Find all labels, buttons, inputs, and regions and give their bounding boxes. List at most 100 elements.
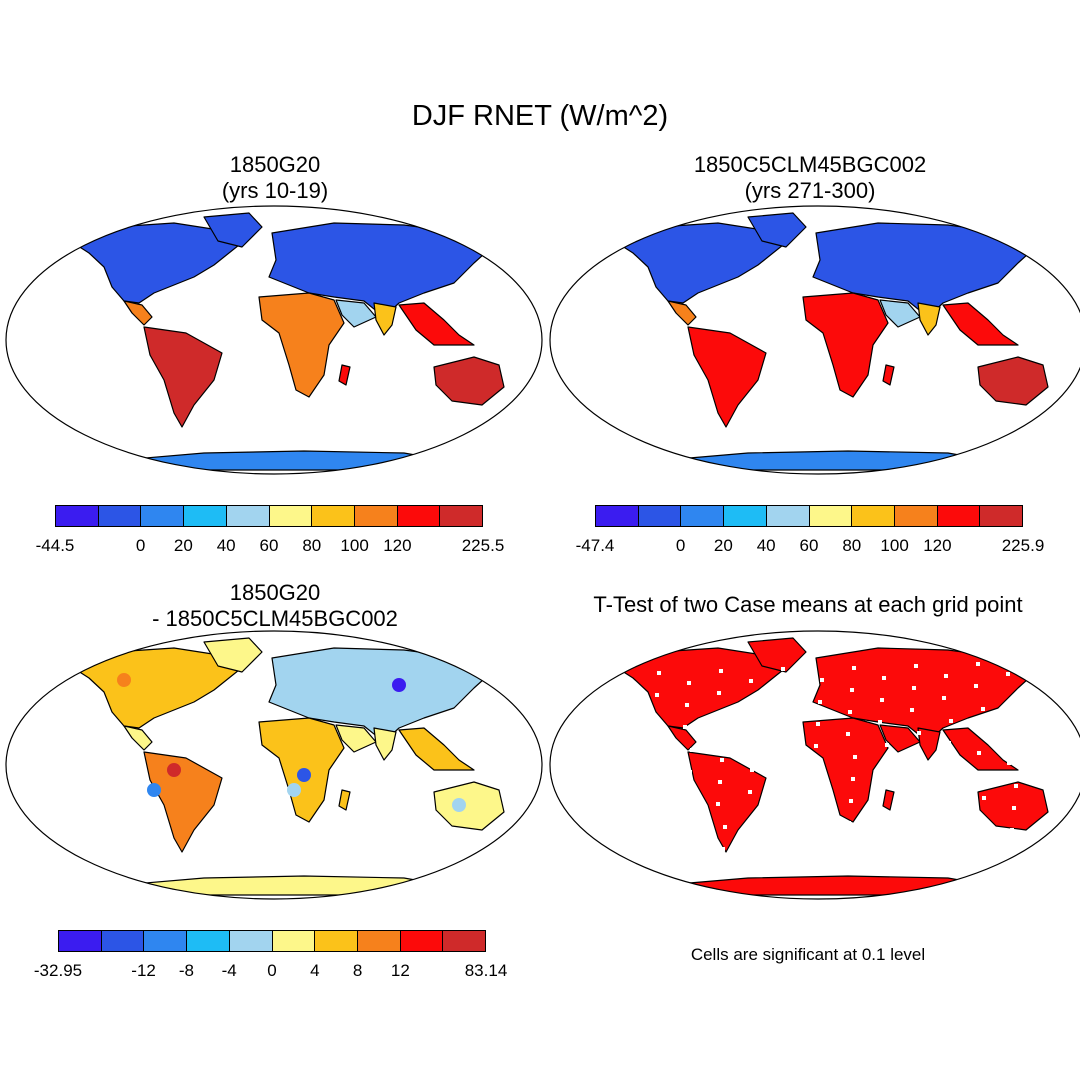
insignificant-cell xyxy=(975,773,979,777)
insignificant-cell xyxy=(721,847,725,851)
insignificant-cell xyxy=(719,669,723,673)
insignificant-cell xyxy=(653,715,657,719)
colorbar2-label-1: -47.4 xyxy=(575,536,615,555)
colorbar1-swatch-10 xyxy=(440,506,483,526)
insignificant-cell xyxy=(652,826,656,830)
colorbar2-label-6: 80 xyxy=(842,536,862,555)
madagascar-2 xyxy=(882,364,895,386)
colorbar-panel-1 xyxy=(55,505,483,527)
colorbar1-swatch-6 xyxy=(269,506,313,526)
insignificant-cell xyxy=(819,789,823,793)
colorbar2-swatch-1 xyxy=(596,506,639,526)
colorbar1-swatch-7 xyxy=(312,506,355,526)
insignificant-cell xyxy=(848,710,852,714)
map-panel-2 xyxy=(549,205,1080,475)
insignificant-cell xyxy=(658,760,662,764)
anomaly-patch xyxy=(392,678,406,692)
insignificant-cell xyxy=(852,666,856,670)
land-group-4 xyxy=(607,637,1049,896)
colorbar1-swatch-3 xyxy=(141,506,185,526)
insignificant-cell xyxy=(656,782,660,786)
colorbar1-label-2: 0 xyxy=(135,536,146,555)
colorbar1-swatch-5 xyxy=(226,506,270,526)
colorbar2-swatch-8 xyxy=(894,506,938,526)
africa-2 xyxy=(802,292,889,398)
insignificant-cell xyxy=(724,714,728,718)
insignificant-cell xyxy=(812,766,816,770)
insignificant-cell xyxy=(750,768,754,772)
insignificant-cell xyxy=(716,802,720,806)
colorbar-labels-panel-3: -32.95 -12 -8 -4 0 4 8 12 83.14 xyxy=(34,961,507,981)
arabia-4 xyxy=(879,724,921,753)
insignificant-cell xyxy=(813,855,817,859)
insignificant-cell xyxy=(657,671,661,675)
arabia-1 xyxy=(335,299,377,328)
anomaly-patch xyxy=(297,768,311,782)
insignificant-cell xyxy=(1010,828,1014,832)
insignificant-cell xyxy=(717,691,721,695)
map-border-3 xyxy=(5,630,543,900)
southeast-asia-2 xyxy=(942,302,1019,346)
insignificant-cell xyxy=(755,813,759,817)
insignificant-cell xyxy=(686,792,690,796)
colorbar3-swatch-9 xyxy=(400,931,444,951)
insignificant-cell xyxy=(690,748,694,752)
colorbar1-label-1: -44.5 xyxy=(35,536,75,555)
insignificant-cell xyxy=(845,843,849,847)
insignificant-cell xyxy=(620,838,624,842)
insignificant-cell xyxy=(783,845,787,849)
anomaly-patch xyxy=(317,663,331,677)
south-america-2 xyxy=(687,326,767,428)
greenland-2 xyxy=(747,212,807,248)
arabia-2 xyxy=(879,299,921,328)
greenland-3 xyxy=(203,637,263,673)
insignificant-cell xyxy=(944,674,948,678)
panel3-title: 1850G20 - 1850C5CLM45BGC002 xyxy=(70,580,480,632)
insignificant-cell xyxy=(851,777,855,781)
insignificant-cell xyxy=(911,797,915,801)
insignificant-cell xyxy=(916,842,920,846)
insignificant-cell xyxy=(917,731,921,735)
insignificant-cell xyxy=(1008,850,1012,854)
australia-3 xyxy=(433,781,505,831)
colorbar1-label-9: 225.5 xyxy=(461,536,505,555)
colorbar3-label-6: 4 xyxy=(310,961,320,980)
insignificant-cell xyxy=(756,702,760,706)
colorbar3-label-2: -12 xyxy=(131,961,156,980)
insignificant-cell xyxy=(978,840,982,844)
insignificant-cell xyxy=(626,772,630,776)
colorbar1-label-6: 80 xyxy=(302,536,322,555)
panel2-title-line1: 1850C5CLM45BGC002 xyxy=(693,152,927,177)
insignificant-cell xyxy=(879,809,883,813)
india-2 xyxy=(917,302,941,336)
colorbar3-swatch-6 xyxy=(272,931,316,951)
insignificant-cell xyxy=(877,831,881,835)
india-3 xyxy=(373,727,397,761)
insignificant-cell xyxy=(788,690,792,694)
australia-2 xyxy=(977,356,1049,406)
anomaly-patch xyxy=(287,783,301,797)
insignificant-cell xyxy=(915,753,919,757)
insignificant-cell xyxy=(687,681,691,685)
panel3-title-line2: - 1850C5CLM45BGC002 xyxy=(152,606,398,631)
insignificant-cell xyxy=(816,722,820,726)
greenland-4 xyxy=(747,637,807,673)
central-america-3 xyxy=(123,725,153,751)
colorbar1-label-7: 100 xyxy=(340,536,369,555)
southeast-asia-3 xyxy=(398,727,475,771)
colorbar2-label-9: 225.9 xyxy=(1001,536,1045,555)
colorbar3-label-8: 12 xyxy=(390,961,410,980)
insignificant-cell xyxy=(974,684,978,688)
insignificant-cell xyxy=(977,751,981,755)
insignificant-cell xyxy=(619,749,623,753)
insignificant-cell xyxy=(912,686,916,690)
colorbar1-swatch-8 xyxy=(354,506,398,526)
colorbar1-label-8: 120 xyxy=(383,536,412,555)
insignificant-cell xyxy=(980,818,984,822)
insignificant-cell xyxy=(885,743,889,747)
colorbar2-swatch-10 xyxy=(980,506,1023,526)
significance-note: Cells are significant at 0.1 level xyxy=(690,945,926,964)
greenland-1 xyxy=(203,212,263,248)
insignificant-cell xyxy=(820,678,824,682)
insignificant-cell xyxy=(627,661,631,665)
